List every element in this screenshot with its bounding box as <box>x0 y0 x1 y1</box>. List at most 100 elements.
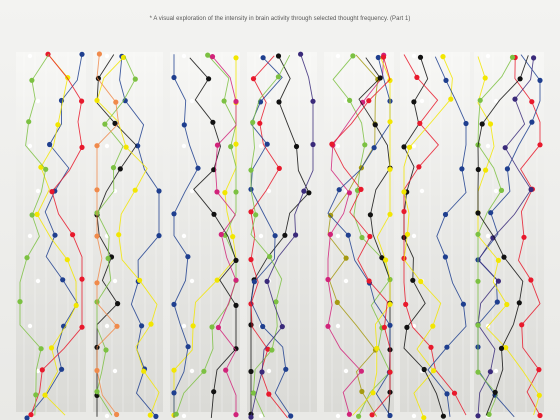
series-dot <box>512 96 518 102</box>
series-dot <box>253 212 259 218</box>
series-dot <box>260 55 266 61</box>
series-dot <box>475 413 481 419</box>
series-dot <box>502 145 508 151</box>
series-dot <box>459 166 465 172</box>
rest-dot <box>104 143 110 149</box>
panel-background <box>16 52 86 412</box>
series-dot <box>116 232 122 238</box>
rest-dot <box>181 233 187 239</box>
series-dot <box>218 231 224 238</box>
series-dot <box>28 412 34 418</box>
series-dot <box>501 254 507 260</box>
series-dot <box>264 141 270 147</box>
series-dot <box>94 143 100 149</box>
series-dot <box>211 167 217 173</box>
series-dot <box>387 166 393 172</box>
series-dot <box>147 412 153 418</box>
series-dot <box>417 120 423 126</box>
series-dot <box>377 75 383 81</box>
series-dot <box>115 301 121 307</box>
series-dot <box>228 144 234 150</box>
series-dot <box>43 166 49 172</box>
series-dot <box>440 54 446 60</box>
rest-dot <box>189 98 195 104</box>
rest-dot <box>27 53 33 59</box>
rest-dot <box>189 368 195 374</box>
series-dot <box>358 368 364 374</box>
series-line <box>477 55 529 416</box>
series-dot <box>26 119 32 125</box>
series-dot <box>371 145 377 151</box>
series-dot <box>460 301 466 307</box>
rest-dot <box>104 53 110 59</box>
series-dot <box>347 97 353 103</box>
series-dot <box>251 279 257 285</box>
series-dot <box>430 323 436 329</box>
rest-dot <box>343 368 349 374</box>
series-dot <box>537 412 543 419</box>
rest-dot <box>343 278 349 284</box>
rest-dot <box>189 188 195 194</box>
series-dot <box>94 367 100 374</box>
series-dot <box>443 77 449 83</box>
series-dot <box>516 300 522 306</box>
series-dot <box>387 412 393 419</box>
series-dot <box>79 98 85 104</box>
rest-dot <box>411 53 417 59</box>
series-line <box>427 56 467 417</box>
series-dot <box>248 322 254 328</box>
series-dot <box>49 189 55 195</box>
panel-background <box>93 52 163 412</box>
series-dot <box>494 299 500 305</box>
series-dot <box>442 211 449 218</box>
series-dot <box>362 142 368 148</box>
series-dot <box>250 119 256 125</box>
series-dot <box>383 257 389 263</box>
series-dot <box>411 99 417 105</box>
series-dot <box>135 143 141 149</box>
rest-dot <box>266 368 272 374</box>
series-dot <box>509 54 516 60</box>
series-dot <box>375 54 381 61</box>
series-line <box>19 54 50 416</box>
series-dot <box>102 121 108 127</box>
series-dot <box>442 254 448 260</box>
rest-dot <box>181 413 187 419</box>
series-dot <box>310 141 316 148</box>
series-dot <box>211 389 217 395</box>
rest-dot <box>181 143 187 149</box>
series-dot <box>431 368 437 374</box>
series-dot <box>209 54 216 60</box>
series-dot <box>250 76 257 82</box>
series-dot <box>475 231 481 237</box>
series-dot <box>272 233 278 239</box>
series-dot <box>42 392 48 398</box>
rest-dot <box>335 413 341 419</box>
rest-dot <box>35 278 41 284</box>
series-dot <box>293 232 299 238</box>
series-dot <box>105 255 111 261</box>
series-dot <box>24 255 30 261</box>
series-dot <box>275 74 281 80</box>
series-dot <box>94 389 100 395</box>
series-dot <box>421 415 427 420</box>
series-dot <box>350 53 356 59</box>
series-dot <box>39 367 45 373</box>
series-dot <box>117 166 123 172</box>
series-dot <box>214 142 221 148</box>
series-dot <box>48 345 55 351</box>
series-dot <box>171 367 177 373</box>
series-dot <box>223 367 229 373</box>
series-dot <box>137 277 143 283</box>
series-dot <box>233 189 239 195</box>
series-dot <box>266 391 272 397</box>
series-line <box>250 54 291 418</box>
series-dot <box>536 392 542 398</box>
series-dot <box>504 301 510 308</box>
series-dot <box>120 54 127 61</box>
rest-dot <box>189 278 195 284</box>
series-dot <box>410 277 416 283</box>
series-dot <box>336 187 342 193</box>
series-dot <box>486 411 492 417</box>
series-dot <box>215 324 221 331</box>
